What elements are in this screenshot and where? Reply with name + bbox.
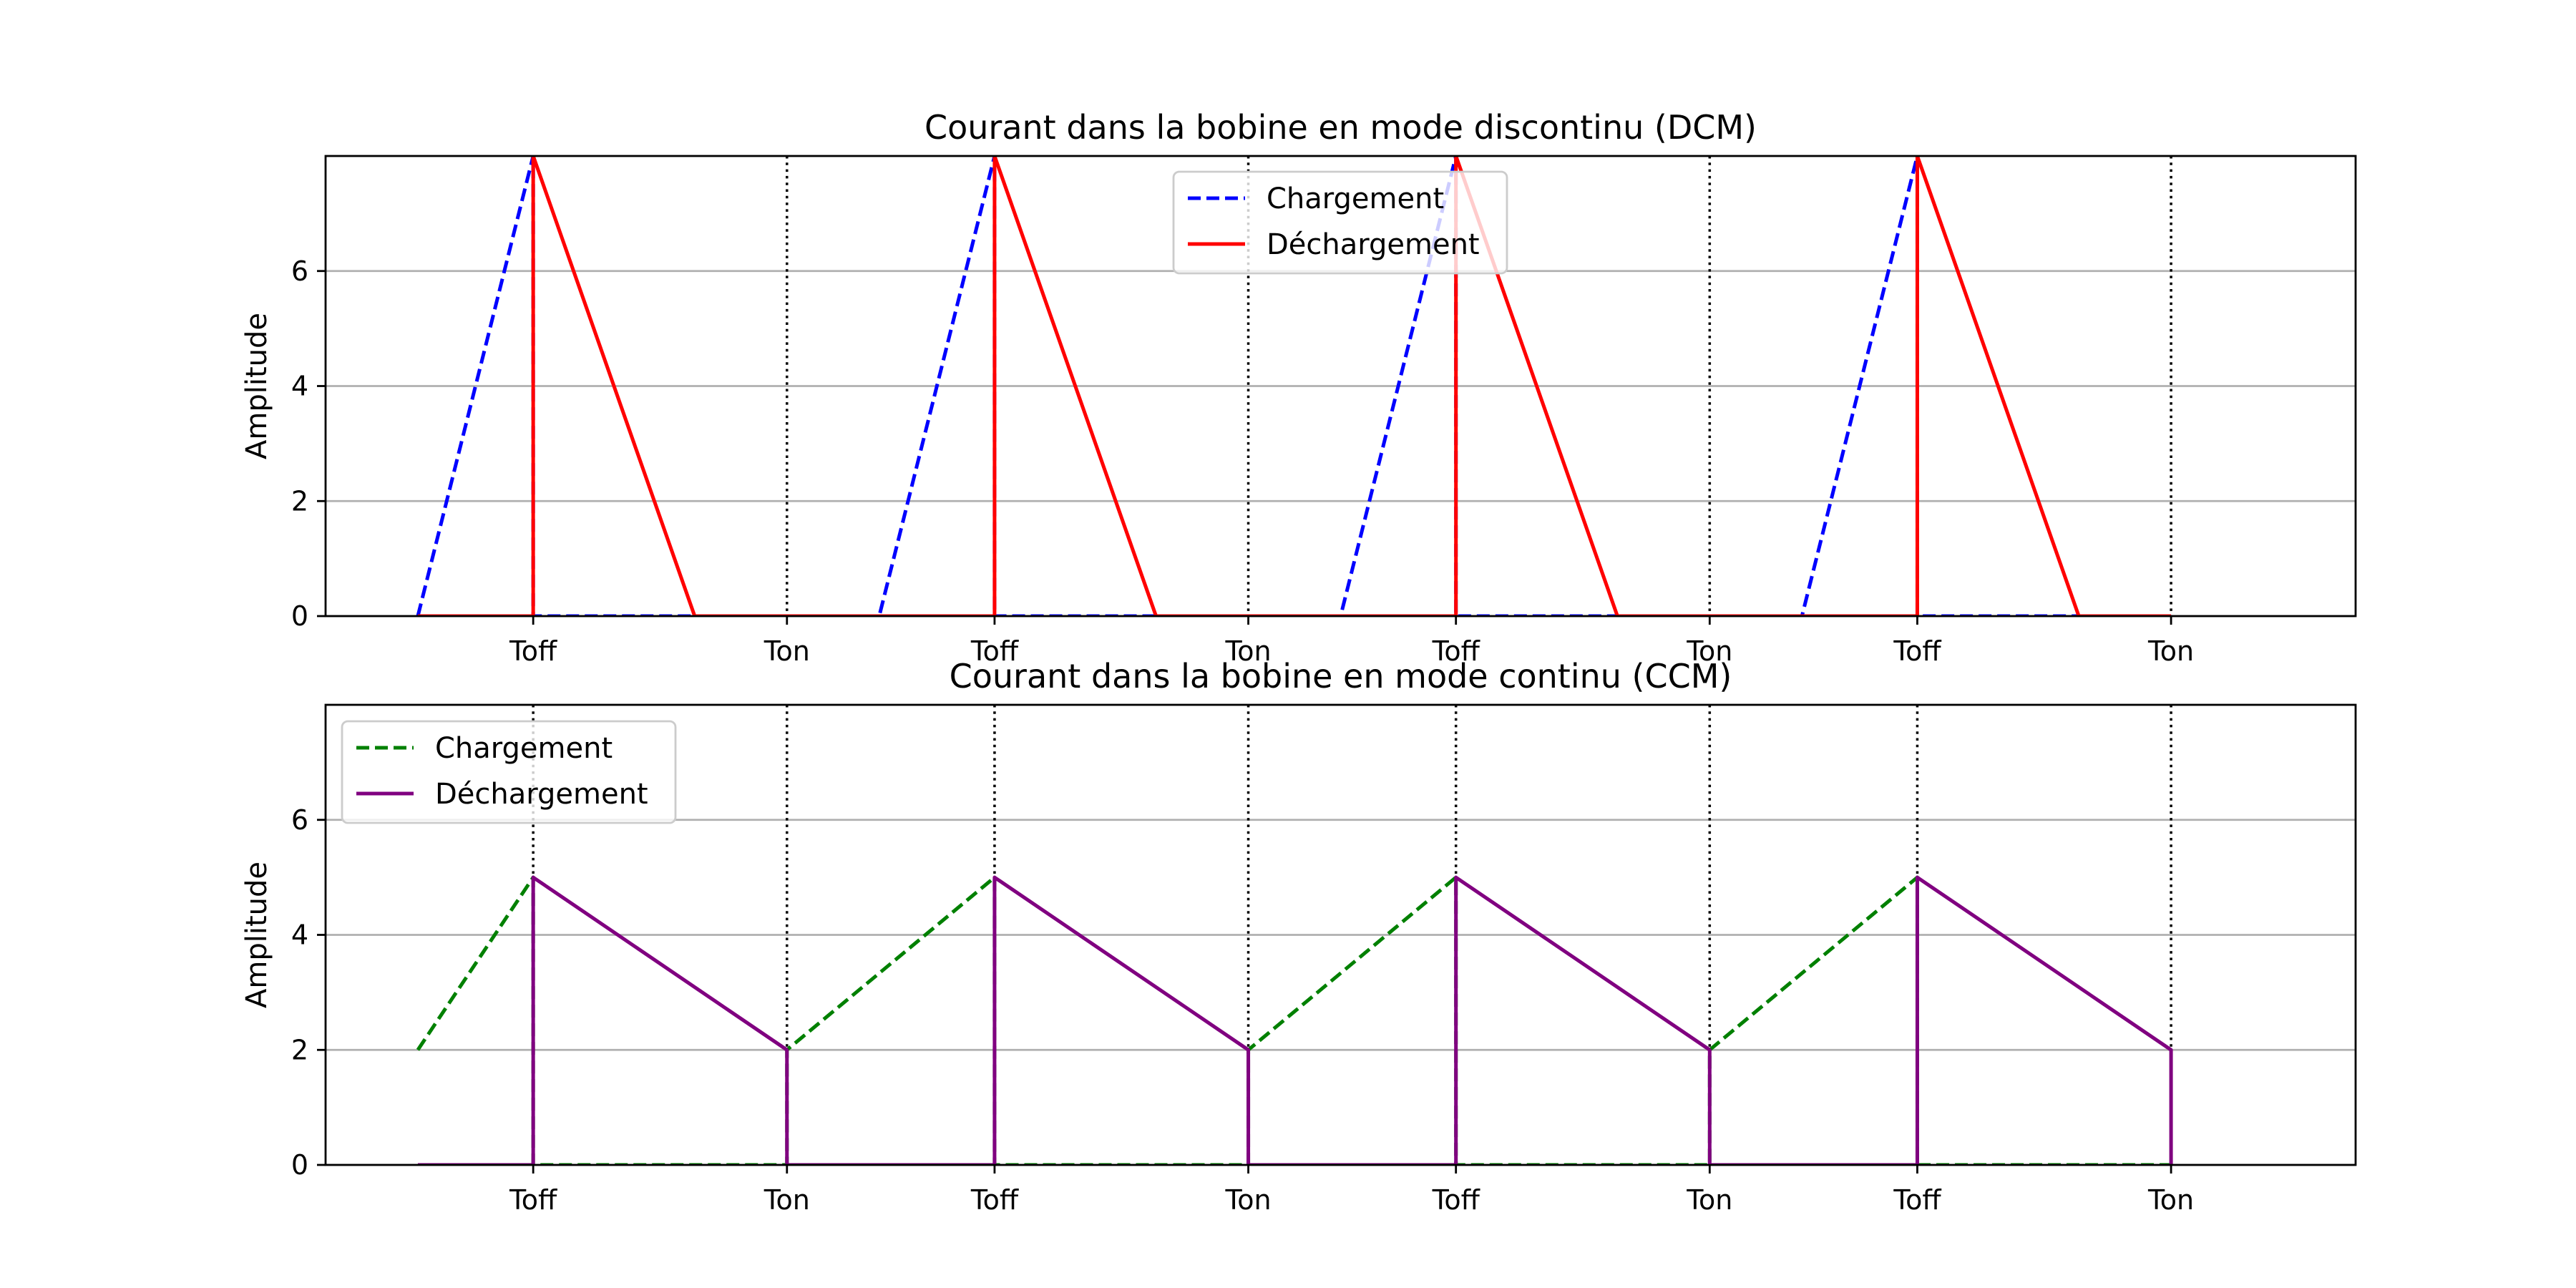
x-tick-label: Ton: [763, 635, 810, 667]
y-axis-label: Amplitude: [240, 862, 273, 1008]
legend: Chargement Déchargement: [1172, 170, 1508, 275]
x-tick-label: Toff: [1893, 635, 1941, 667]
x-tick-label: Ton: [1686, 1184, 1732, 1216]
x-tick-label: Toff: [1432, 635, 1480, 667]
x-tick-label: Ton: [763, 1184, 810, 1216]
legend: Chargement Déchargement: [341, 720, 677, 824]
x-tick-label: Ton: [1686, 635, 1732, 667]
y-tick-label: 2: [291, 1034, 308, 1065]
x-tick-label: Ton: [1224, 635, 1271, 667]
y-tick-label: 0: [291, 1149, 308, 1181]
x-tick-label: Ton: [2147, 1184, 2194, 1216]
x-tick-label: Ton: [1224, 1184, 1271, 1216]
y-tick-label: 4: [291, 919, 308, 951]
x-tick-label: Toff: [970, 635, 1019, 667]
legend-label-2: Déchargement: [435, 778, 648, 811]
series-line-1: [416, 156, 2172, 616]
x-tick-label: Toff: [1432, 1184, 1480, 1216]
legend-box: [341, 720, 677, 824]
y-tick-label: 2: [291, 485, 308, 517]
legend-box: [1172, 170, 1508, 275]
y-tick-label: 4: [291, 371, 308, 402]
x-tick-label: Toff: [509, 635, 557, 667]
legend-label-2: Déchargement: [1267, 228, 1480, 261]
series-line-2: [417, 156, 2172, 616]
x-tick-label: Toff: [509, 1184, 557, 1216]
legend-label-1: Chargement: [1267, 182, 1444, 215]
y-tick-label: 0: [291, 600, 308, 632]
chart-panel-2: 0 2 4 6 Toff Ton Toff Ton Toff Ton Toff Ton Courant …: [240, 657, 2357, 1216]
chart-panel-1: 0 2 4 6 Toff Ton Toff Ton Toff Ton Toff Ton Courant …: [240, 108, 2357, 667]
x-tick-label: Ton: [2147, 635, 2194, 667]
series-line-2: [417, 875, 2173, 1165]
y-tick-label: 6: [291, 255, 308, 287]
y-axis-label: Amplitude: [240, 313, 273, 459]
chart-title: Courant dans la bobine en mode discontin…: [924, 108, 1757, 147]
chart-title: Courant dans la bobine en mode continu (…: [950, 657, 1732, 696]
y-tick-label: 6: [291, 804, 308, 836]
x-tick-label: Toff: [1893, 1184, 1941, 1216]
legend-label-1: Chargement: [435, 732, 613, 765]
x-tick-label: Toff: [970, 1184, 1019, 1216]
